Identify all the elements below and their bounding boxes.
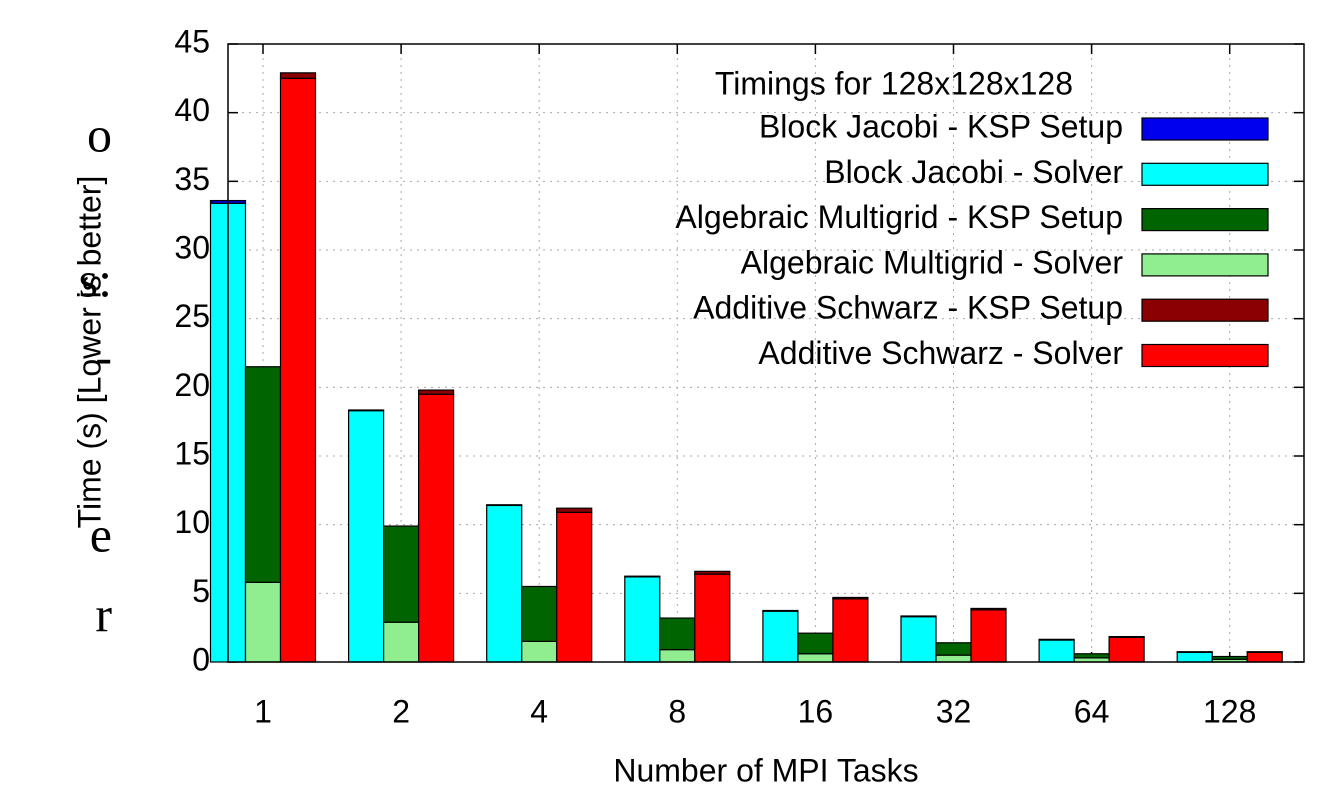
- y-tick-label: 40: [174, 92, 210, 128]
- legend-swatch: [1141, 343, 1269, 368]
- x-tick-label: 8: [668, 693, 686, 729]
- bar: [797, 632, 834, 655]
- bar: [935, 654, 972, 663]
- text-fragment: s:: [79, 251, 112, 307]
- y-tick-label: 45: [174, 23, 210, 59]
- plot-frame: [227, 43, 1305, 663]
- text-fragment: -: [95, 328, 112, 384]
- bar: [383, 525, 420, 623]
- bar: [244, 581, 282, 663]
- bar: [935, 642, 972, 656]
- bar: [1176, 651, 1213, 663]
- bar: [762, 610, 799, 663]
- bar: [1108, 635, 1145, 638]
- bar: [832, 598, 869, 663]
- bar: [486, 504, 523, 507]
- bar: [1176, 651, 1213, 653]
- y-tick-label: 15: [174, 435, 210, 471]
- bar: [797, 653, 834, 663]
- bar: [1038, 639, 1075, 663]
- bar: [1246, 651, 1283, 653]
- bar: [279, 77, 317, 663]
- bar: [348, 409, 385, 412]
- x-tick-label: 64: [1074, 693, 1110, 729]
- x-axis-title: Number of MPI Tasks: [613, 752, 918, 788]
- y-axis-title: Time (s) [Lower is better]: [71, 176, 107, 529]
- bar: [624, 575, 661, 578]
- text-fragment: e: [90, 506, 112, 562]
- y-tick-label: 35: [174, 161, 210, 197]
- text-fragment: r: [95, 586, 112, 642]
- legend-label: Additive Schwarz - KSP Setup: [693, 290, 1123, 326]
- text-fragment: o: [87, 106, 112, 162]
- bar: [1211, 655, 1248, 660]
- bar: [521, 640, 558, 663]
- bar: [900, 615, 937, 618]
- bar: [1246, 651, 1283, 663]
- legend-label: Algebraic Multigrid - KSP Setup: [675, 199, 1123, 235]
- bar: [556, 511, 593, 663]
- y-tick-label: 20: [174, 367, 210, 403]
- bar: [832, 596, 869, 600]
- bar: [659, 617, 696, 651]
- legend-swatch: [1141, 162, 1269, 186]
- x-tick-label: 16: [798, 693, 834, 729]
- legend-label: Block Jacobi - KSP Setup: [759, 108, 1123, 144]
- y-tick-label: 0: [192, 641, 210, 677]
- bar: [279, 72, 317, 79]
- bar: [521, 585, 558, 643]
- bar: [418, 389, 455, 395]
- legend-label: Algebraic Multigrid - Solver: [741, 244, 1124, 280]
- y-tick-label: 25: [174, 298, 210, 334]
- bar: [244, 366, 282, 583]
- bar: [383, 621, 420, 663]
- bar: [970, 607, 1007, 611]
- bar: [1038, 638, 1075, 641]
- bar: [418, 393, 455, 663]
- x-tick-label: 32: [936, 693, 972, 729]
- legend-title: Timings for 128x128x128: [715, 65, 1073, 101]
- x-tick-label: 4: [530, 693, 548, 729]
- y-tick-label: 5: [192, 573, 210, 609]
- legend-label: Additive Schwarz - Solver: [758, 335, 1123, 371]
- x-tick-label: 2: [392, 693, 410, 729]
- legend-swatch: [1141, 208, 1269, 232]
- legend-swatch: [1141, 253, 1269, 277]
- bar: [970, 609, 1007, 663]
- bar: [694, 570, 731, 575]
- bar: [1108, 636, 1145, 663]
- bar: [694, 573, 731, 663]
- bar: [762, 609, 799, 612]
- bar: [486, 504, 523, 663]
- bar: [1073, 653, 1110, 659]
- bar: [624, 576, 661, 663]
- legend-swatch: [1141, 298, 1269, 322]
- x-tick-label: 128: [1203, 693, 1256, 729]
- x-tick-label: 1: [254, 693, 272, 729]
- bar: [900, 616, 937, 663]
- bar: [556, 507, 593, 513]
- legend-swatch: [1141, 117, 1269, 141]
- bar: [348, 410, 385, 663]
- y-tick-label: 10: [174, 504, 210, 540]
- y-tick-label: 30: [174, 229, 210, 265]
- bar: [659, 649, 696, 663]
- legend-label: Block Jacobi - Solver: [824, 154, 1123, 190]
